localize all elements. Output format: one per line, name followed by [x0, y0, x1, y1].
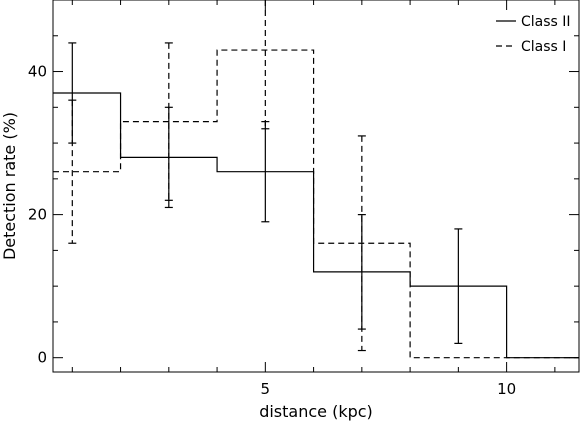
legend-item: Class I: [496, 39, 566, 55]
legend-item: Class II: [496, 14, 571, 30]
plot-frame: [52, 0, 580, 373]
error-bar: [68, 99, 77, 244]
x-tick-label: 10: [497, 380, 516, 398]
x-axis-title: distance (kpc): [259, 402, 373, 421]
legend-label: Class I: [521, 39, 566, 55]
legend: Class II Class I: [496, 14, 571, 55]
tick-labels: 5 10 0 20 40: [28, 63, 516, 398]
y-tick-label: 0: [37, 349, 47, 367]
series-class-i: [53, 49, 579, 359]
error-bar: [454, 228, 463, 344]
series-layer: [53, 49, 579, 359]
step-line: [53, 49, 579, 359]
y-axis-title: Detection rate (%): [0, 112, 19, 260]
error-bar: [261, 0, 270, 130]
y-tick-label: 40: [28, 63, 47, 81]
errorbar-layer: [68, 0, 463, 352]
error-bar: [164, 42, 173, 201]
x-tick-label: 5: [261, 380, 271, 398]
axis-ticks: [53, 0, 579, 372]
series-class-ii: [53, 92, 579, 359]
error-bar: [357, 135, 366, 352]
step-line: [53, 92, 579, 359]
y-tick-label: 20: [28, 206, 47, 224]
legend-label: Class II: [521, 14, 571, 30]
